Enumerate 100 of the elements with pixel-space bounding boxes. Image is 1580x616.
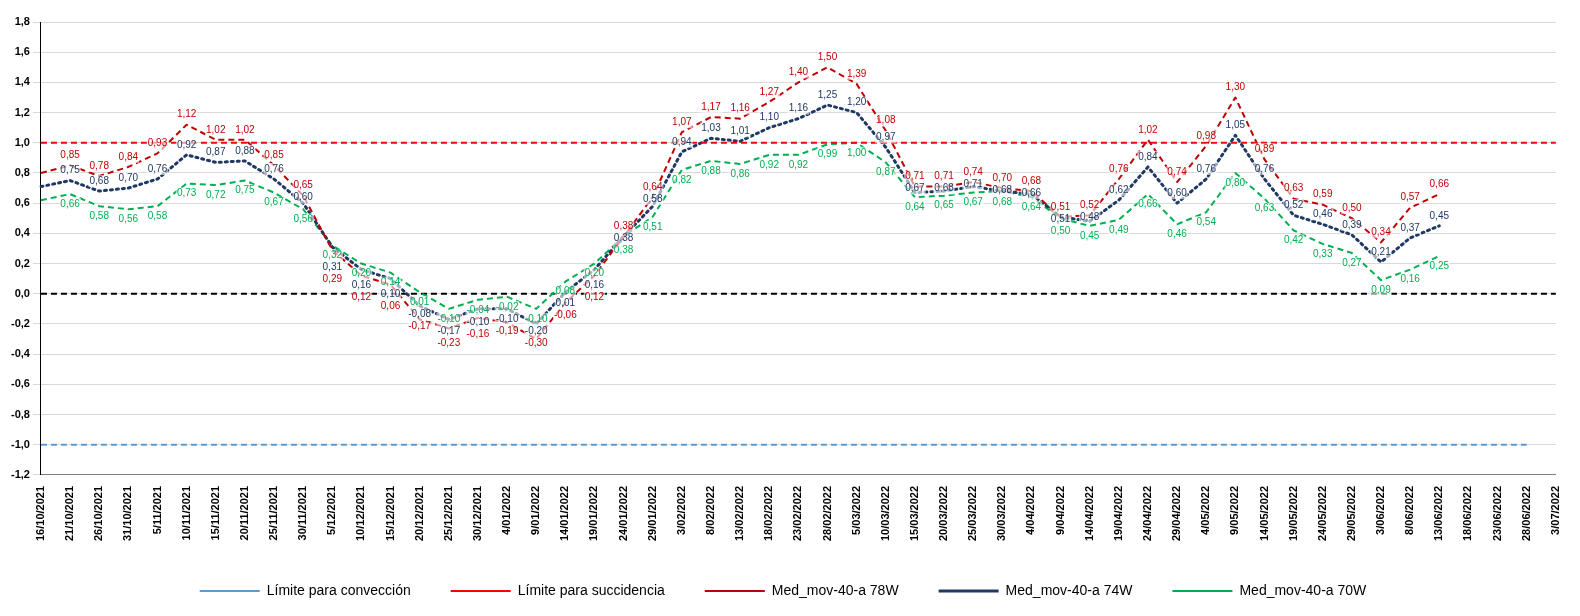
data-label: 0,45 — [1429, 209, 1450, 221]
data-label: 0,67 — [963, 196, 984, 208]
x-tick-label: 25/11/2021 — [267, 485, 280, 541]
data-label: 1,16 — [730, 102, 751, 114]
x-tick-label: 3/02/2022 — [674, 485, 687, 535]
legend-label: Límite para succidencia — [517, 581, 665, 598]
x-tick-label: 9/04/2022 — [1053, 485, 1066, 535]
data-label: -0,06 — [553, 309, 578, 321]
data-label: 0,74 — [1167, 165, 1188, 177]
legend-label: Med_mov-40-a 78W — [771, 581, 900, 598]
data-label: 1,00 — [846, 146, 867, 158]
x-tick-label: 10/03/2022 — [878, 485, 891, 542]
data-label: 0,38 — [613, 244, 634, 256]
data-label: 0,72 — [206, 188, 226, 200]
x-tick-label: 9/01/2022 — [529, 485, 542, 535]
data-label: 0,59 — [1313, 188, 1333, 200]
data-label: -0,17 — [408, 320, 432, 332]
y-tick-label: 0,4 — [14, 226, 31, 239]
data-label: 1,50 — [817, 51, 838, 63]
data-label: 0,46 — [1167, 228, 1188, 240]
x-tick-label: 29/01/2022 — [645, 485, 658, 542]
data-label: 0,64 — [642, 180, 663, 192]
y-tick-label: 0,6 — [14, 196, 30, 209]
x-tick-label: 26/10/2021 — [92, 485, 105, 542]
data-label: 1,03 — [701, 122, 722, 134]
data-label: 0,88 — [701, 164, 722, 176]
data-label: -0,10 — [524, 312, 549, 324]
x-tick-label: 19/01/2022 — [587, 485, 600, 542]
data-label: 1,12 — [176, 108, 197, 120]
data-label: 0,80 — [1225, 176, 1246, 188]
data-label: 0,12 — [584, 291, 605, 303]
x-tick-label: 24/04/2022 — [1140, 485, 1153, 542]
x-tick-label: 18/02/2022 — [762, 485, 775, 542]
x-tick-label: 13/02/2022 — [733, 485, 746, 542]
data-label: 0,56 — [293, 212, 314, 224]
data-label: 1,01 — [730, 125, 751, 137]
x-tick-label: 24/01/2022 — [616, 485, 629, 542]
data-label: 0,51 — [1050, 200, 1071, 212]
data-label: 0,12 — [351, 291, 372, 303]
data-label: 0,70 — [992, 171, 1013, 183]
data-label: 1,17 — [701, 100, 722, 112]
data-label: 0,92 — [759, 158, 780, 170]
x-tick-label: 31/10/2021 — [121, 485, 134, 542]
data-label: 1,20 — [846, 96, 867, 108]
data-label: 0,51 — [642, 220, 663, 232]
data-label: 0,76 — [1109, 162, 1129, 174]
x-tick-label: 18/06/2022 — [1461, 485, 1474, 542]
x-tick-label: 9/05/2022 — [1228, 485, 1241, 535]
data-label: 0,48 — [1079, 211, 1100, 223]
y-tick-label: -0,8 — [10, 407, 30, 420]
data-label: 1,02 — [1138, 123, 1159, 135]
y-tick-label: -1,2 — [10, 467, 30, 480]
y-tick-label: 1,4 — [14, 75, 31, 88]
data-label: 0,31 — [322, 261, 343, 273]
data-label: 0,71 — [963, 177, 984, 189]
x-tick-label: 21/10/2021 — [63, 485, 76, 542]
y-tick-label: -0,4 — [10, 347, 31, 360]
data-label: 0,92 — [788, 158, 809, 170]
x-tick-label: 25/12/2021 — [441, 485, 454, 542]
x-tick-label: 15/12/2021 — [383, 485, 396, 542]
data-label: 1,07 — [672, 115, 693, 127]
data-label: 0,21 — [1371, 245, 1392, 257]
data-label: 0,97 — [876, 131, 896, 143]
data-label: 0,92 — [176, 138, 197, 150]
x-tick-label: 30/11/2021 — [296, 485, 309, 541]
x-tick-label: 24/05/2022 — [1315, 485, 1328, 542]
x-tick-label: 5/11/2021 — [150, 485, 163, 535]
x-tick-label: 29/04/2022 — [1170, 485, 1183, 542]
x-tick-label: 5/03/2022 — [849, 485, 862, 535]
data-label: 0,85 — [60, 149, 81, 161]
data-label: -0,20 — [524, 324, 549, 336]
data-label: -0,30 — [524, 336, 549, 348]
y-tick-label: -1,0 — [10, 437, 30, 450]
legend-label: Límite para convección — [266, 581, 411, 598]
x-tick-label: 28/06/2022 — [1519, 485, 1532, 542]
data-label: 0,38 — [613, 232, 634, 244]
x-tick-label: 23/02/2022 — [791, 485, 804, 542]
data-label: 0,20 — [584, 267, 605, 279]
data-label: 1,02 — [235, 123, 256, 135]
data-label: 0,64 — [905, 200, 926, 212]
legend-label: Med_mov-40-a 70W — [1239, 581, 1368, 598]
data-label: 0,27 — [1342, 256, 1363, 268]
data-label: 0,73 — [176, 187, 197, 199]
data-label: 0,10 — [380, 288, 401, 300]
data-label: 0,63 — [1254, 202, 1275, 214]
data-label: 0,32 — [322, 249, 343, 261]
data-label: -0,17 — [437, 324, 461, 336]
data-label: 0,42 — [1283, 234, 1304, 246]
data-label: 0,50 — [1342, 202, 1363, 214]
data-label: 0,76 — [1196, 162, 1217, 174]
data-label: 0,84 — [118, 150, 139, 162]
y-tick-label: 1,2 — [14, 105, 30, 118]
y-tick-label: 0,8 — [14, 166, 30, 179]
data-label: -0,10 — [495, 312, 519, 324]
data-label: 0,88 — [235, 144, 256, 156]
x-tick-label: 3/07/2022 — [1548, 485, 1561, 535]
data-label: 0,50 — [1050, 224, 1071, 236]
data-label: 0,56 — [118, 212, 139, 224]
x-tick-label: 23/06/2022 — [1490, 485, 1503, 542]
data-label: 0,68 — [934, 182, 955, 194]
